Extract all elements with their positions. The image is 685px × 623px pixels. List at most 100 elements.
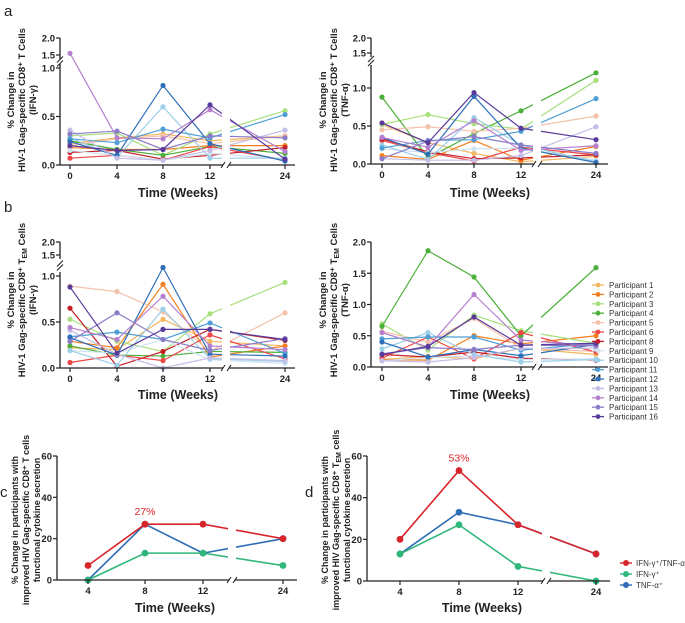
- y-axis-title-text-end: Cells: [329, 223, 340, 248]
- x-tick-label: 8: [471, 170, 476, 181]
- y-tick-label: 0.0: [42, 364, 55, 375]
- series-line: [381, 98, 597, 149]
- y-axis-title-text: improved HIV Gag-specific CD8⁺ T cells: [21, 435, 31, 605]
- data-point: [593, 96, 599, 102]
- data-point: [455, 508, 463, 516]
- data-point: [471, 334, 477, 340]
- legend-label: Participant 12: [609, 375, 658, 384]
- y-axis-title-line: (IFN-γ): [28, 85, 39, 115]
- data-point: [160, 353, 166, 359]
- y-tick-label: 0.5: [353, 122, 367, 133]
- panel-letter: b: [4, 199, 12, 216]
- chart-panel-c-4: 0 20 40 60 4 8 12 24 Time (Weeks) % Change in par…: [10, 435, 297, 615]
- legend-label: Participant 6: [609, 328, 654, 337]
- data-point: [114, 140, 120, 146]
- y-axis-title-text: (TNF-α): [340, 83, 351, 117]
- x-axis-title: Time (Weeks): [450, 186, 530, 200]
- y-tick-label: 0.5: [353, 331, 367, 342]
- data-point: [160, 281, 166, 287]
- x-axis-break-mark: [232, 576, 238, 584]
- series-line: [381, 249, 597, 337]
- data-point: [207, 332, 213, 338]
- data-point: [207, 347, 213, 354]
- y-axis-title-text: (TNF-α): [340, 283, 351, 317]
- x-tick-label: 24: [591, 170, 602, 181]
- x-break-gap: [533, 33, 541, 161]
- y-axis-title-text: improved HIV Gag-specific CD8⁺ T: [331, 462, 341, 610]
- data-point: [207, 133, 213, 139]
- y-axis-title-line: HIV-1 Gag-specific CD8⁺ T Cells: [17, 28, 28, 172]
- y-tick-label: 1.5: [353, 49, 367, 60]
- chart-panel-a-0: 0.0 0.5 1.0 1.5 2.0 0 4 8 12 24 Time (Weeks) % Chan…: [6, 28, 295, 200]
- data-point: [114, 135, 120, 141]
- x-axis-title: Time (Weeks): [138, 186, 218, 200]
- legend-label: Participant 14: [609, 394, 658, 403]
- data-point: [114, 329, 120, 335]
- data-point: [593, 113, 599, 119]
- data-point: [593, 70, 599, 76]
- data-point: [84, 562, 92, 569]
- y-axis-title-line: % Change in participants with: [10, 456, 20, 584]
- legend-label: Participant 15: [609, 403, 658, 412]
- x-tick-label: 12: [513, 587, 524, 598]
- data-point: [471, 274, 477, 280]
- series-line: [69, 308, 286, 366]
- data-point: [67, 324, 73, 331]
- x-tick-label: 4: [397, 587, 403, 598]
- y-tick-label: 0: [357, 577, 362, 588]
- x-tick-label: 0: [379, 170, 384, 181]
- data-point: [67, 305, 73, 311]
- x-tick-label: 24: [278, 586, 289, 597]
- y-tick-label: 0.0: [42, 161, 55, 172]
- data-point: [425, 343, 431, 349]
- data-point: [471, 93, 477, 99]
- data-point: [514, 521, 522, 529]
- data-point: [207, 311, 213, 317]
- legend-label: Participant 1: [609, 281, 654, 290]
- series-line: [399, 511, 597, 555]
- data-point: [425, 354, 431, 360]
- data-point: [67, 359, 73, 366]
- data-point: [160, 157, 166, 163]
- y-axis-title-line: % Change in participants with: [320, 456, 330, 584]
- y-axis-title-line: HIV-1 Gag-specific CD8⁺ TEM Cells: [17, 223, 29, 377]
- data-point: [471, 291, 477, 298]
- y-axis-title-text: HIV-1 Gag-specific CD8⁺ T: [329, 258, 340, 377]
- x-axis-title: Time (Weeks): [138, 388, 218, 402]
- data-point: [518, 147, 524, 153]
- data-point: [282, 135, 288, 141]
- y-axis-title-line: functional cytokine secretion: [32, 458, 42, 583]
- legend-label: Participant 3: [609, 300, 654, 309]
- y-axis-title-subscript: EM: [336, 452, 343, 463]
- data-point: [160, 348, 166, 355]
- data-point: [379, 94, 385, 100]
- data-point: [160, 82, 166, 89]
- x-axis-title: Time (Weeks): [442, 601, 522, 615]
- data-point: [279, 562, 287, 569]
- y-tick-label: 1.0: [353, 84, 366, 95]
- legend-cytokines: IFN-γ⁺/TNF-α⁺ IFN-γ⁺ TNF-α⁺: [620, 559, 685, 590]
- data-point: [114, 128, 120, 134]
- data-point: [593, 124, 599, 130]
- y-tick-label: 1.0: [42, 64, 55, 75]
- legend-marker: [595, 329, 601, 335]
- y-tick-label: 20: [351, 535, 362, 546]
- data-point: [425, 157, 431, 163]
- x-axis-break-mark: [531, 363, 537, 371]
- data-point: [67, 316, 73, 322]
- data-point: [199, 549, 207, 557]
- y-tick-label: 0.0: [353, 363, 366, 374]
- x-tick-label: 4: [114, 171, 120, 182]
- y-axis-break-mark: [367, 55, 375, 63]
- legend-marker: [595, 292, 601, 297]
- data-point: [67, 50, 73, 56]
- legend-marker: [595, 404, 601, 410]
- y-axis-title-line: % Change in: [318, 271, 329, 328]
- x-break-gap: [542, 451, 550, 578]
- data-point: [425, 334, 431, 340]
- panel-letter: c: [0, 484, 8, 501]
- data-point: [518, 125, 524, 131]
- x-tick-label: 0: [67, 171, 72, 182]
- data-point: [379, 339, 385, 345]
- y-axis-title-text: % Change in participants with: [320, 456, 330, 584]
